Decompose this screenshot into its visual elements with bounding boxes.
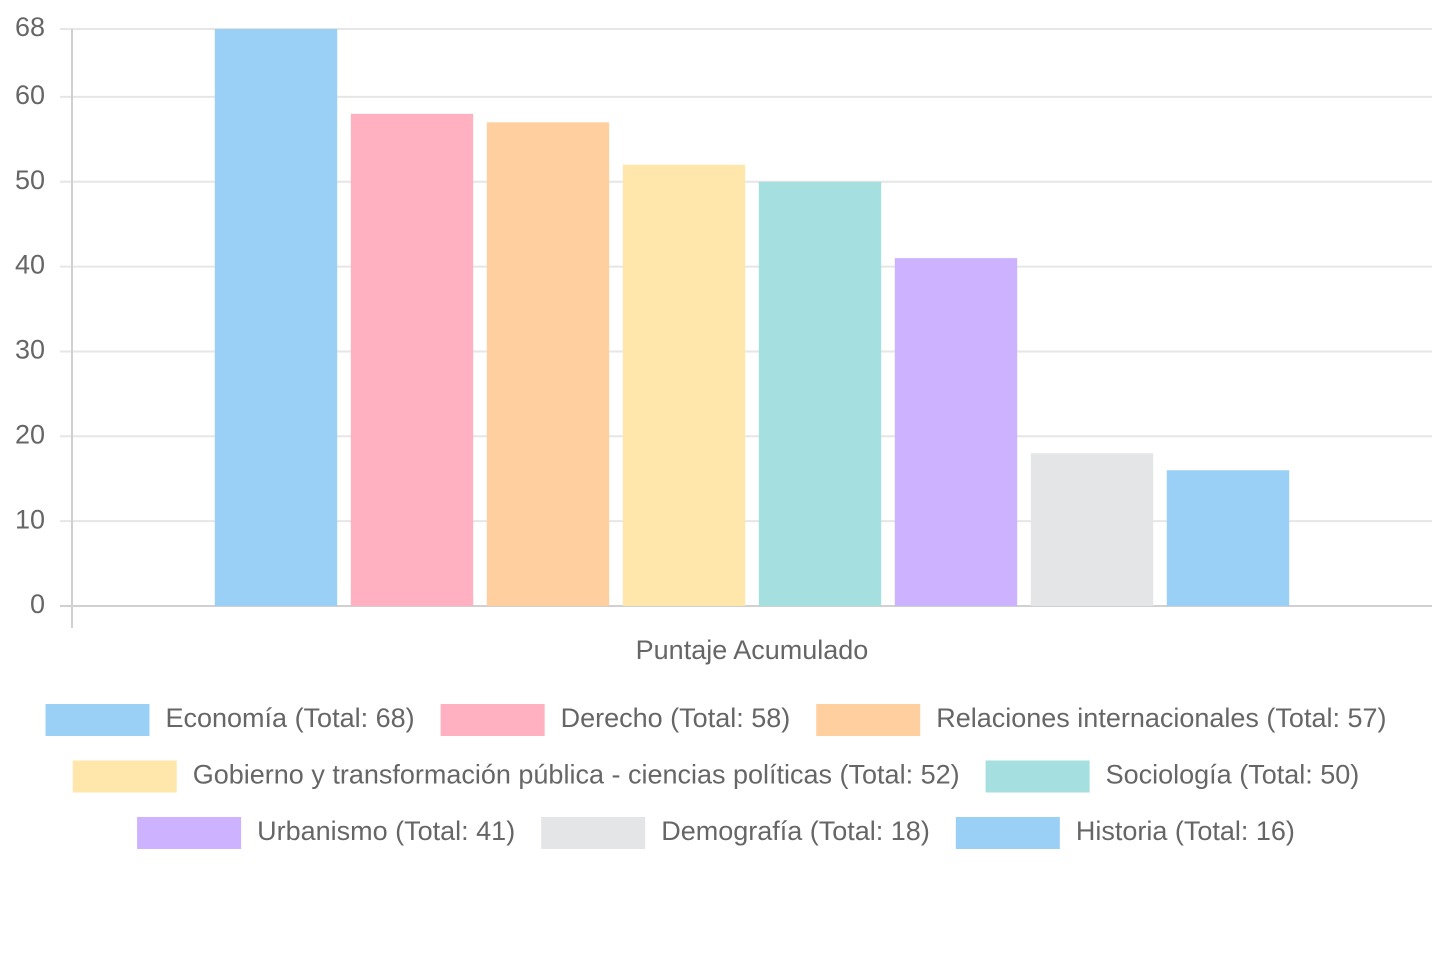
y-tick-label: 20 (15, 419, 45, 449)
legend-label: Economía (Total: 68) (166, 703, 415, 733)
bar (350, 113, 474, 607)
legend-swatch (45, 704, 150, 736)
bar (1166, 470, 1290, 606)
bar (214, 29, 338, 606)
bar (1030, 453, 1154, 606)
legend-label: Relaciones internacionales (Total: 57) (936, 703, 1386, 733)
bar (758, 181, 882, 606)
legend-label: Gobierno y transformación pública - cien… (193, 760, 960, 790)
y-tick-label: 60 (15, 80, 45, 110)
legend-swatch (816, 704, 921, 736)
y-tick-label: 40 (15, 250, 45, 280)
y-tick-label: 0 (30, 589, 45, 619)
y-tick-label: 30 (15, 335, 45, 365)
bar (894, 258, 1018, 606)
legend-label: Historia (Total: 16) (1076, 816, 1295, 846)
legend-label: Sociología (Total: 50) (1106, 760, 1360, 790)
bar (486, 122, 610, 607)
legend-swatch (72, 760, 177, 793)
legend-swatch (955, 817, 1060, 849)
legend-label: Demografía (Total: 18) (661, 816, 930, 846)
bar (622, 164, 746, 606)
y-tick-label: 10 (15, 504, 45, 534)
y-tick-label: 50 (15, 165, 45, 195)
x-tick-label: Puntaje Acumulado (636, 635, 869, 665)
legend-label: Derecho (Total: 58) (561, 703, 791, 733)
legend-label: Urbanismo (Total: 41) (257, 816, 515, 846)
legend-swatch (541, 817, 646, 849)
legend-swatch (440, 704, 545, 736)
y-tick-label: 68 (15, 12, 45, 42)
legend-swatch (985, 760, 1090, 793)
legend-swatch (137, 817, 242, 849)
